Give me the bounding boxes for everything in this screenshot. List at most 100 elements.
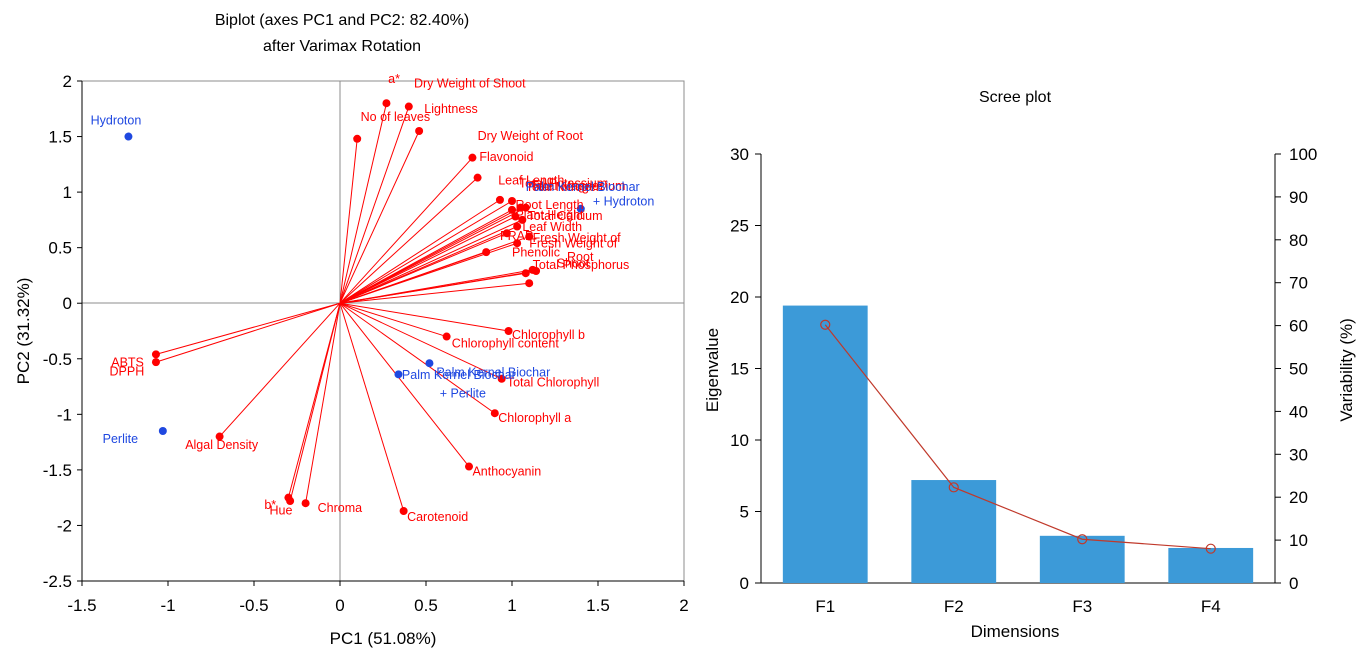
variable-point — [525, 232, 534, 241]
variable-label: Plant Height — [515, 208, 584, 222]
variable-label: Phenolic — [512, 246, 560, 260]
variable-vector — [155, 302, 341, 363]
variable-label: Root — [567, 250, 594, 264]
scree-y2-axis-title: Variability (%) — [1337, 318, 1356, 422]
biplot-x-tick-label: -1 — [160, 596, 175, 615]
scree-y2-tick-label: 60 — [1289, 317, 1308, 336]
variable-vector — [339, 209, 513, 304]
variable-vector — [305, 303, 341, 504]
biplot-y-tick-label: 0 — [63, 294, 72, 313]
variable-vector — [339, 282, 530, 304]
scree-y2-tick-label: 90 — [1289, 188, 1308, 207]
observation-point — [425, 359, 434, 368]
biplot-title: Biplot (axes PC1 and PC2: 82.40%) — [215, 12, 469, 29]
scree-y-tick-label: 0 — [740, 574, 749, 593]
variable-point — [399, 507, 408, 515]
biplot-y-tick-label: 1.5 — [48, 128, 72, 147]
observation-label: Palm Kernel Biochar — [436, 366, 550, 380]
variable-vector — [339, 138, 358, 304]
scree-y2-tick-label: 20 — [1289, 488, 1308, 507]
variable-label: Total Nitrogen — [526, 180, 603, 194]
scree-plot: Scree plot 0 5 10 15 20 25 30 0 10 20 30 40 50 60 70 80… — [703, 89, 1356, 641]
biplot-x-tick-label: 1.5 — [586, 596, 610, 615]
variable-vector — [155, 302, 341, 355]
scree-y2-tick-label: 10 — [1289, 531, 1308, 550]
variable-label: No of leaves — [361, 110, 430, 124]
variable-label: Anthocyanin — [472, 464, 541, 478]
biplot-y-tick-label: 1 — [63, 183, 72, 202]
variable-vector — [339, 200, 513, 304]
variable-label: b* — [264, 498, 276, 512]
variable-label: Flavonoid — [479, 150, 533, 164]
variable-label: Leaf Length — [498, 173, 564, 187]
biplot-x-tick-label: -1.5 — [67, 596, 96, 615]
observation-point — [124, 132, 133, 141]
variable-point — [468, 153, 477, 162]
variable-point — [482, 248, 491, 257]
scree-y2-tick-label: 70 — [1289, 274, 1308, 293]
observation-label: + Hydroton — [593, 194, 655, 208]
variable-label: Total Phosphorus — [533, 258, 630, 272]
variability-marker — [1077, 534, 1088, 545]
variable-point — [497, 374, 506, 383]
observation-label: Perlite — [103, 432, 138, 446]
variable-label: Chlorophyll b — [512, 328, 585, 342]
variable-vector — [339, 302, 470, 467]
biplot: Biplot (axes PC1 and PC2: 82.40%) after … — [14, 12, 689, 648]
biplot-x-tick-label: 0.5 — [414, 596, 438, 615]
variable-label: ABTS — [111, 356, 144, 370]
variable-label: Carotenoid — [407, 510, 468, 524]
variable-vector — [339, 177, 478, 304]
scree-y-tick-label: 10 — [730, 431, 749, 450]
variable-label: Algal Density — [185, 438, 259, 452]
biplot-y-tick-label: -2.5 — [43, 572, 72, 591]
scree-y-axis-title: Eigenvalue — [703, 328, 722, 412]
eigenvalue-bar — [1039, 535, 1125, 583]
scree-x-axis-title: Dimensions — [971, 622, 1060, 641]
variable-label: Dry Weight of Root — [478, 129, 584, 143]
variable-label: Hue — [269, 503, 292, 517]
scree-y-tick-label: 20 — [730, 288, 749, 307]
scree-y2-tick-label: 30 — [1289, 445, 1308, 464]
variable-vector — [339, 302, 447, 338]
scree-category-label: F2 — [944, 597, 964, 616]
variable-vector — [287, 303, 341, 498]
variability-marker — [948, 482, 959, 493]
variable-vector — [339, 303, 405, 512]
variable-label: Dry Weight of Shoot — [414, 77, 526, 91]
variable-label: Lightness — [424, 102, 478, 116]
observation-label: Palm Kernel Biochar — [526, 180, 640, 194]
variable-vector — [339, 219, 523, 304]
variable-label: Chlorophyll content — [452, 337, 560, 351]
variable-point — [508, 197, 516, 205]
variable-point — [521, 269, 530, 278]
variable-point — [465, 462, 473, 471]
variable-point — [473, 173, 482, 182]
variable-point — [513, 222, 522, 231]
variable-vector — [339, 207, 526, 304]
variable-vector — [339, 199, 501, 304]
biplot-x-tick-label: 0 — [335, 596, 344, 615]
scree-y-tick-label: 30 — [730, 145, 749, 164]
biplot-y-axis-title: PC2 (31.32%) — [14, 278, 33, 385]
biplot-y-tick-label: 0.5 — [48, 239, 72, 258]
biplot-x-tick-label: 2 — [679, 596, 688, 615]
variable-point — [215, 432, 224, 441]
scree-category-label: F3 — [1072, 597, 1092, 616]
variable-vector — [339, 302, 509, 332]
variable-label: Fresh Weight of — [533, 231, 622, 245]
variable-point — [442, 332, 451, 341]
variable-vector — [339, 302, 496, 414]
biplot-y-tick-label: 2 — [63, 72, 72, 91]
observation-label: Palm Kernel Biochar — [402, 368, 516, 382]
scree-category-label: F1 — [815, 597, 835, 616]
biplot-x-tick-label: 1 — [507, 596, 516, 615]
variable-point — [502, 229, 511, 238]
variable-label: Total Calcium — [527, 209, 602, 223]
variability-line — [824, 324, 1211, 550]
scree-y-tick-label: 25 — [730, 217, 749, 236]
variable-vector — [339, 130, 420, 304]
observation-point — [576, 204, 585, 213]
variable-point — [404, 102, 413, 111]
biplot-y-tick-label: -1 — [57, 405, 72, 424]
